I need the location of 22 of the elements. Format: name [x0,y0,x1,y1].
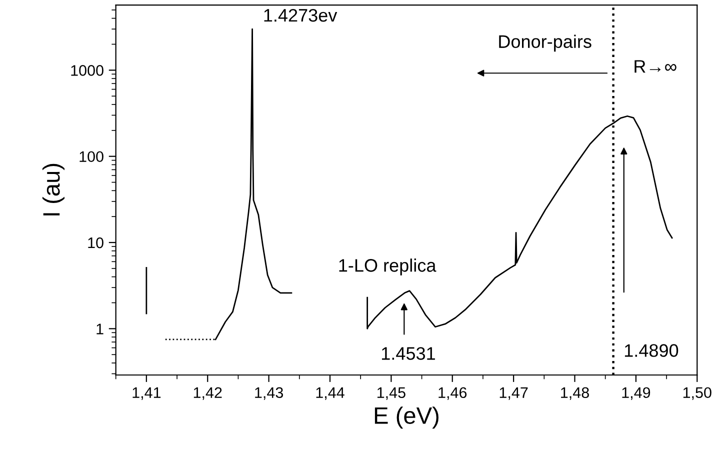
x-tick-label: 1,50 [683,387,712,400]
annotation: 1.4890 [624,344,678,357]
x-tick-label: 1,48 [561,387,589,400]
annotation: 1.4531 [382,347,435,360]
x-tick-label: 1,45 [377,387,406,400]
x-axis-title: E (eV) [374,406,438,429]
x-tick-label: 1,41 [132,387,161,400]
x-tick-label: 1,46 [438,387,467,400]
x-tick-label: 1,43 [255,387,283,400]
x-tick-label: 1,47 [500,387,528,400]
x-tick-label: 1,42 [194,387,222,400]
y-axis-title: I (au) [42,164,64,216]
annotation: R→∞ [634,60,676,73]
annotation: 1.4273ev [264,8,338,22]
y-tick-label: 1000 [71,65,104,76]
y-tick-label: 100 [80,151,104,162]
annotation: Donor-pairs [499,34,592,52]
y-tick-label: 10 [88,237,104,248]
x-tick-label: 1,49 [622,387,650,400]
y-tick-label: 1 [96,324,104,334]
x-tick-label: 1,44 [316,387,344,400]
annotation: 1-LO replica [339,258,436,276]
